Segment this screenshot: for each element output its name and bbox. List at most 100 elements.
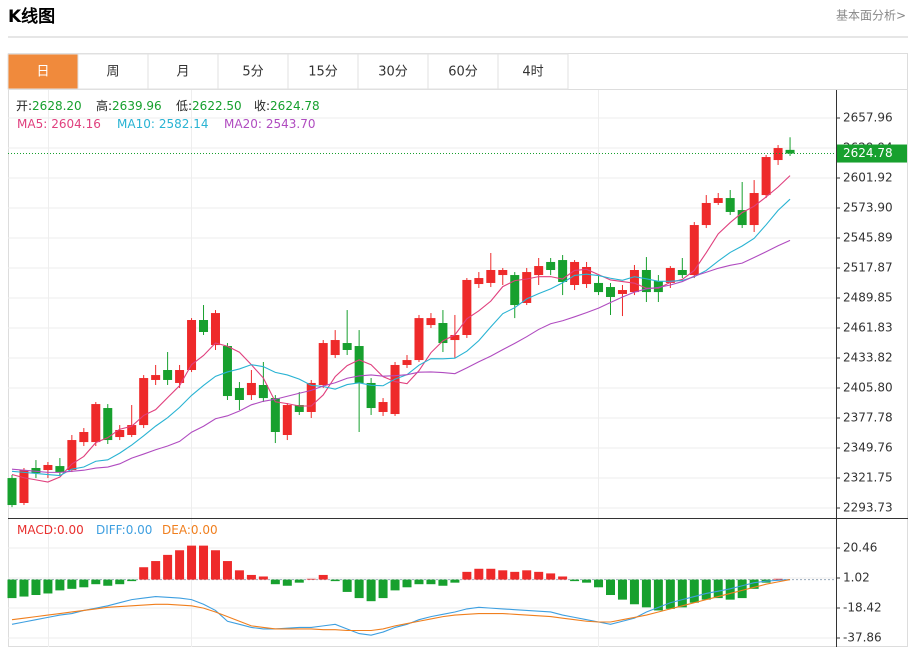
macd-bar (749, 579, 759, 589)
tab-bg[interactable] (7, 53, 79, 90)
candle-body (701, 202, 711, 226)
tab-bg[interactable] (497, 53, 569, 90)
candle-body (390, 364, 400, 415)
candle-body (306, 382, 316, 412)
tab-bg[interactable] (147, 53, 219, 90)
macd-bar (378, 579, 388, 599)
tab[interactable]: 周 (77, 53, 149, 90)
candle-body (79, 432, 89, 443)
y-tick-label: -37.86 (843, 631, 882, 645)
fundamental-link[interactable]: 基本面分析> (836, 9, 906, 23)
macd-bar (175, 550, 185, 580)
macd-bar (534, 571, 544, 580)
macd-bar (43, 579, 53, 594)
tab-label[interactable]: 月 (176, 65, 189, 80)
last-price-box (837, 144, 907, 163)
candle-body (510, 275, 520, 306)
y-tick-label: 2601.92 (843, 171, 893, 185)
candle-body (474, 278, 484, 285)
tab-bar: 日 周 月 5分 15分 30分 60分 4时 (7, 53, 569, 90)
candle-body (67, 440, 77, 471)
tab[interactable]: 月 (147, 53, 219, 90)
macd-bar (474, 568, 484, 580)
macd-bar (546, 573, 556, 580)
tab[interactable]: 日 (7, 53, 79, 90)
y-tick-label: 1.02 (843, 571, 870, 585)
tab[interactable]: 5分 (217, 53, 289, 90)
macd-bar (222, 561, 232, 580)
macd-bar (79, 579, 89, 588)
tab-label[interactable]: 5分 (242, 65, 263, 80)
macd-bar (55, 579, 65, 591)
tab-label[interactable]: 15分 (308, 65, 338, 80)
candle-body (199, 320, 209, 333)
plot-area: 2293.73 2321.75 2349.76 2377.78 2405.80 2433.… (7, 90, 908, 647)
candle-body (151, 375, 161, 380)
y-tick-label: 20.46 (843, 541, 877, 555)
legend-name: DEA: (162, 523, 191, 537)
macd-bar (498, 570, 508, 580)
macd-bar (330, 579, 340, 582)
tab-label[interactable]: 30分 (378, 65, 408, 80)
chart-frame (8, 53, 908, 647)
tab-label[interactable]: 60分 (448, 65, 478, 80)
y-tick-label: 2293.73 (843, 500, 893, 514)
candle-body (55, 466, 65, 473)
tab-bg[interactable] (217, 53, 289, 90)
candle-body (31, 467, 41, 474)
macd-bar (354, 579, 364, 599)
candle-body (450, 334, 460, 341)
macd-bar (737, 579, 747, 599)
macd-bar (629, 579, 639, 605)
candle-body (558, 260, 568, 282)
macd-bar (258, 576, 268, 580)
legend-value: 2639.96 (112, 99, 162, 113)
candle-body (378, 402, 388, 412)
tab-bg[interactable] (77, 53, 149, 90)
macd-bar (773, 578, 783, 580)
candle-body (462, 279, 472, 335)
candle-body (127, 425, 137, 436)
candle-body (546, 261, 556, 271)
tab[interactable]: 15分 (287, 53, 359, 90)
candle-body (246, 382, 256, 396)
macd-bar (246, 574, 256, 580)
macd-bar (701, 579, 711, 600)
tab[interactable]: 60分 (427, 53, 499, 90)
tab-label[interactable]: 日 (36, 65, 49, 80)
macd-bar (438, 579, 448, 586)
y-tick-label: 2405.80 (843, 381, 893, 395)
candle-body (163, 370, 173, 380)
legend-entry: MA10: 2582.14 (117, 117, 209, 131)
macd-bar (414, 579, 424, 585)
macd-bar (558, 576, 568, 580)
macd-bar (450, 579, 460, 583)
macd-bar (426, 579, 436, 585)
tab-bg[interactable] (357, 53, 429, 90)
tab[interactable]: 4时 (497, 53, 569, 90)
candle-body (713, 198, 723, 203)
candle-body (486, 270, 496, 283)
candle-body (582, 267, 592, 285)
candle-body (737, 210, 747, 226)
legend-name: 高: (96, 98, 112, 113)
y-tick-label: 2489.85 (843, 291, 893, 305)
legend-entry: 低:2622.50 (176, 99, 242, 113)
macd-bar (306, 578, 316, 580)
tab-bg[interactable] (427, 53, 499, 90)
candle-body (534, 266, 544, 276)
macd-bar (522, 570, 532, 580)
candle-body (617, 290, 627, 294)
macd-bar (139, 567, 149, 580)
macd-bar (653, 579, 663, 611)
tab-label[interactable]: 4时 (522, 65, 543, 80)
legend-value: 2622.50 (192, 99, 242, 113)
tab[interactable]: 30分 (357, 53, 429, 90)
candle-body (773, 148, 783, 161)
legend-name: 收: (254, 99, 270, 113)
y-tick-label: -18.42 (843, 601, 882, 615)
candle-body (270, 398, 280, 433)
tab-label[interactable]: 周 (106, 65, 119, 80)
macd-bar (582, 579, 592, 583)
macd-bar (282, 579, 292, 586)
